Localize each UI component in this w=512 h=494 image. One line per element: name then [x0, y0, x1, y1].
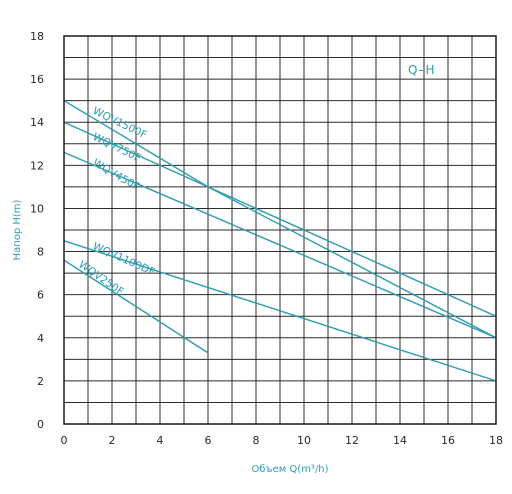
x-tick-label: 18 [489, 434, 503, 447]
y-tick-label: 16 [30, 73, 44, 86]
x-axis-ticks: 0 2 4 6 8 10 12 14 16 18 [61, 434, 504, 447]
plot-frame [63, 35, 497, 425]
x-tick-label: 4 [157, 434, 164, 447]
x-axis-label: Объем Q(m³/h) [251, 464, 328, 475]
x-tick-label: 10 [297, 434, 311, 447]
x-tick-label: 2 [109, 434, 116, 447]
x-tick-label: 6 [205, 434, 212, 447]
legend-label: Q–H [408, 63, 435, 77]
y-tick-label: 12 [30, 159, 44, 172]
series-line-wqv250f [63, 259, 209, 354]
x-tick-label: 0 [61, 434, 68, 447]
y-tick-label: 10 [30, 202, 44, 215]
x-tick-label: 8 [253, 434, 260, 447]
series-line-wqv450f [63, 151, 497, 339]
x-tick-label: 16 [441, 434, 455, 447]
y-tick-label: 8 [37, 246, 44, 259]
x-tick-label: 12 [345, 434, 359, 447]
grid [64, 36, 496, 424]
y-tick-label: 0 [37, 418, 44, 431]
y-axis-ticks: 0 2 4 6 8 10 12 14 16 18 [30, 30, 44, 431]
y-tick-label: 18 [30, 30, 44, 43]
y-tick-label: 4 [37, 332, 44, 345]
y-tick-label: 6 [37, 289, 44, 302]
series-lines [63, 100, 497, 382]
y-tick-label: 14 [30, 116, 44, 129]
x-tick-label: 14 [393, 434, 407, 447]
series-line-wqv750f [63, 121, 497, 317]
series-label-wqv250f: WQV250F [76, 259, 125, 299]
y-axis-label: Напор H(m) [12, 199, 23, 260]
y-tick-label: 2 [37, 375, 44, 388]
series-line-wqv1100df [63, 240, 497, 382]
